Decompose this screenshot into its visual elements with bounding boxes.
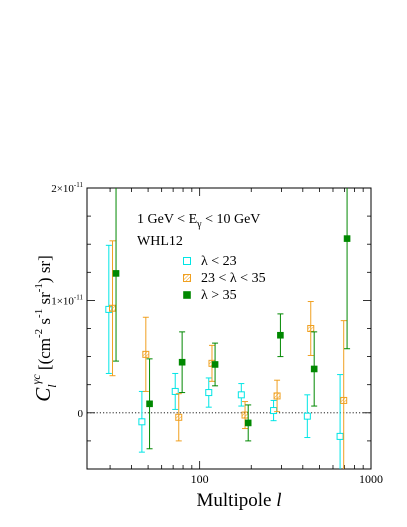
y-tick-label-main: 2×10: [51, 183, 74, 195]
y-tick-label-exp: -11: [74, 293, 84, 301]
y-axis-label: Clγc [(cm-2 s-1 sr-1) sr]: [29, 255, 59, 402]
data-point: [303, 412, 311, 420]
y-tick-label: 0: [78, 408, 84, 420]
data-point: [112, 270, 120, 277]
data-point: [146, 400, 153, 408]
data-point: [205, 389, 213, 397]
y-axis-label-exp3: -1: [33, 283, 45, 292]
y-axis-label-sub: l: [45, 384, 59, 388]
x-axis-label-main: Multipole: [197, 490, 272, 511]
annotation-main: WHL12: [137, 234, 183, 249]
data-point: [241, 411, 249, 419]
y-axis-label-symbol: C: [31, 387, 55, 402]
data-point: [178, 358, 186, 366]
y-axis-label-part-s: s: [35, 318, 54, 329]
data-point: [307, 325, 315, 332]
y-axis-label-sup: γc: [29, 374, 43, 385]
y-tick-label-exp: -11: [74, 181, 84, 189]
series-3: [112, 188, 351, 450]
annotation-sub: γ: [196, 219, 202, 230]
legend-marker: [183, 274, 191, 282]
annotation-energy: 1 GeV < Eγ < 10 GeV: [137, 212, 260, 230]
y-tick-label: 1×10-11: [51, 293, 83, 307]
legend-entry: 23 < λ < 35: [201, 271, 266, 286]
data-point: [270, 407, 278, 415]
data-point: [171, 387, 179, 395]
data-point: [142, 350, 150, 358]
data-point: [336, 432, 344, 440]
y-tick-label-main: 1×10: [51, 295, 74, 307]
data-point: [310, 365, 318, 373]
x-tick-label: 1000: [359, 472, 383, 486]
x-axis-label-symbol: l: [276, 490, 281, 511]
annotation-tail: < 10 GeV: [202, 212, 261, 227]
x-axis-label: Multipole l: [197, 490, 282, 511]
data-point: [273, 392, 281, 400]
x-tick-label: 100: [191, 472, 209, 486]
annotation-catalog: WHL12: [137, 234, 183, 249]
data-point: [211, 361, 219, 368]
y-axis-label-part-sr: sr: [35, 292, 54, 309]
data-point: [340, 396, 348, 404]
data-point: [237, 391, 245, 399]
data-point: [244, 419, 252, 427]
data-point: [277, 331, 284, 339]
y-tick-label: 2×10-11: [51, 181, 83, 195]
annotation-main: 1 GeV < E: [137, 212, 197, 227]
y-axis-label-exp1: -2: [33, 329, 45, 338]
y-tick-label-main: 0: [78, 408, 84, 420]
data-point: [138, 418, 146, 426]
data-point: [343, 235, 351, 242]
legend: λ < 23 23 < λ < 35 λ > 35: [183, 254, 266, 303]
y-axis-label-bracket-open: [(cm: [35, 338, 54, 374]
y-axis-label-bracket-close: ) sr]: [35, 255, 54, 283]
data-point: [109, 304, 117, 312]
y-axis-label-group: Clγc [(cm-2 s-1 sr-1) sr]: [29, 255, 59, 402]
data-point: [175, 413, 183, 421]
plot-frame: [86, 187, 372, 470]
y-axis-label-exp2: -1: [33, 309, 45, 318]
legend-entry: λ < 23: [201, 254, 237, 269]
legend-marker: [183, 257, 191, 265]
legend-entry: λ > 35: [201, 288, 237, 303]
legend-marker: [183, 291, 191, 299]
